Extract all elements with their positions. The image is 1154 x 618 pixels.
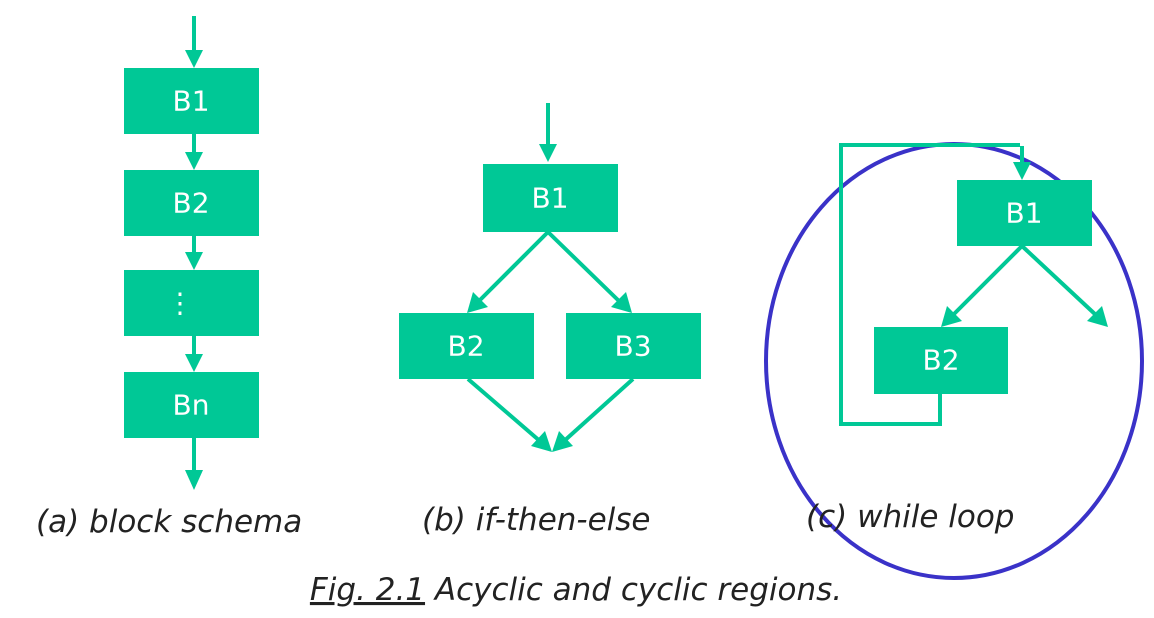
caption-c: (c) while loop (806, 499, 1014, 535)
block-a-bn (124, 372, 259, 438)
figure-title-text: Fig. 2.1 Acyclic and cyclic regions. (310, 572, 842, 608)
loop-back-edge (839, 143, 1020, 426)
caption-b: (b) if-then-else (422, 502, 651, 538)
block-c-b2-label: B2 (922, 344, 959, 377)
block-a-b1-label: B1 (172, 85, 209, 118)
block-b-b2 (399, 313, 534, 379)
arrow-c-1-2 (950, 244, 1024, 318)
arrow-b-2-merge (466, 377, 543, 444)
arrow-b-1-2 (476, 230, 550, 304)
figure-label: Fig. 2.1 (310, 572, 425, 608)
diagram-if-then-else: B1 B2 B3 (b) if-then-else (399, 103, 701, 538)
block-c-b2 (874, 327, 1008, 394)
arrow-b-1-3 (546, 230, 622, 304)
arrowhead-c-entry (1013, 162, 1031, 180)
arrowhead-a-exit (185, 470, 203, 490)
block-b-b3-label: B3 (614, 330, 651, 363)
block-a-ellipsis-label: ⋮ (166, 287, 194, 320)
figure-title-rest: Acyclic and cyclic regions. (425, 572, 842, 608)
arrowhead-b-1-3 (611, 292, 632, 313)
figure-title: Fig. 2.1 Acyclic and cyclic regions. (310, 572, 842, 608)
arrow-c-exit (1020, 244, 1099, 318)
arrowhead-a-entry (185, 50, 203, 68)
block-a-b1 (124, 68, 259, 134)
block-a-bn-label: Bn (173, 389, 210, 422)
arrowhead-b-3-merge (552, 431, 573, 452)
block-b-b2-label: B2 (447, 330, 484, 363)
arrow-b-3-merge (561, 377, 635, 444)
caption-a: (a) block schema (36, 504, 302, 540)
block-b-b3 (566, 313, 701, 379)
diagram-while-loop: B1 B2 (c) while loop (764, 142, 1144, 580)
block-c-b1-label: B1 (1005, 197, 1042, 230)
arrowhead-c-exit (1087, 306, 1108, 327)
block-a-b2 (124, 170, 259, 236)
block-c-b1 (957, 180, 1092, 246)
block-b-b1 (483, 164, 618, 232)
arrowhead-a-2-3 (185, 252, 203, 270)
arrowhead-b-1-2 (467, 292, 488, 313)
arrowhead-b-2-merge (531, 431, 552, 452)
block-b-b1-label: B1 (531, 182, 568, 215)
diagram-block-schema: B1 B2 ⋮ Bn (a) block schema (36, 16, 302, 540)
arrowhead-b-entry (539, 144, 557, 162)
block-a-ellipsis (124, 270, 259, 336)
arrowhead-a-3-n (185, 354, 203, 372)
arrowhead-c-1-2 (941, 306, 962, 327)
block-a-b2-label: B2 (172, 187, 209, 220)
arrowhead-a-1-2 (185, 152, 203, 170)
